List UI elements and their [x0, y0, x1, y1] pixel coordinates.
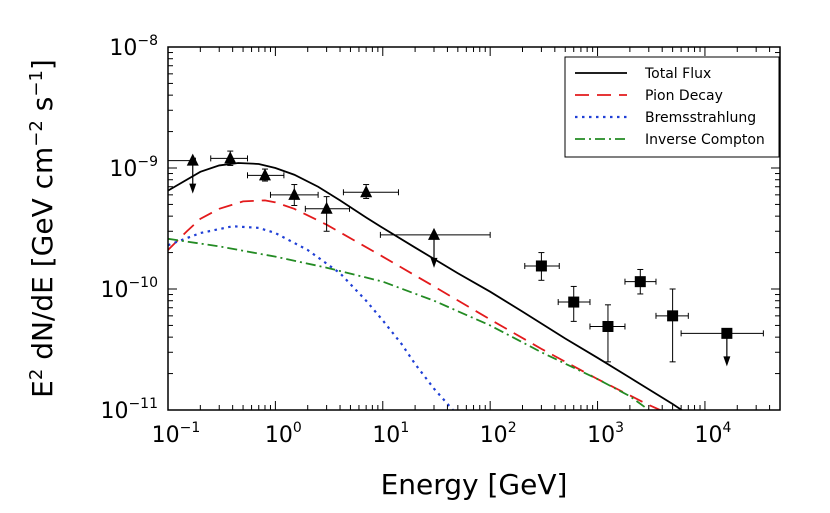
- x-tick-label: 10−1: [152, 420, 201, 448]
- fermi-point-1: [210, 150, 249, 166]
- y-tick-label: 10−8: [109, 33, 158, 61]
- triangle-marker: [258, 168, 271, 181]
- upper-limit-arrowhead: [430, 257, 438, 268]
- series-line-inverse-compton: [168, 237, 650, 410]
- fermi-point-0: [168, 153, 199, 194]
- labels-layer: 10−1 100 101 102 103 104 10−11 10−10 10−9 10−8: [100, 33, 731, 448]
- square-marker: [602, 320, 614, 332]
- upper-limit-arrowhead: [723, 356, 731, 367]
- fermi-point-3: [269, 184, 319, 206]
- points-layer: [168, 150, 764, 367]
- triangle-marker: [428, 227, 441, 240]
- y-tick-label: 10−11: [100, 396, 158, 424]
- tev-point-0: [524, 252, 560, 281]
- tev-point-4: [655, 288, 689, 363]
- triangle-marker: [288, 187, 301, 200]
- series-line-total-flux: [168, 162, 684, 410]
- x-tick-label: 103: [587, 420, 624, 448]
- triangle-marker: [320, 201, 333, 214]
- square-marker: [634, 276, 646, 288]
- triangle-marker: [224, 151, 237, 164]
- x-tick-label: 104: [694, 420, 731, 448]
- square-marker: [535, 260, 547, 272]
- square-marker: [721, 327, 733, 339]
- upper-limit-arrowhead: [189, 183, 197, 194]
- tev-point-2: [589, 304, 626, 363]
- y-tick-label: 10−9: [109, 154, 158, 182]
- square-marker: [667, 310, 679, 322]
- y-axis-title: E2 dN/dE [GeV cm−2 s−1]: [26, 59, 59, 398]
- series-line-pion-decay: [168, 199, 663, 410]
- legend-label-bremsstrahlung: Bremsstrahlung: [645, 110, 756, 126]
- fermi-point-5: [342, 184, 399, 199]
- legend-label-total-flux: Total Flux: [644, 66, 711, 82]
- series-line-bremsstrahlung: [168, 225, 454, 410]
- triangle-marker: [186, 153, 199, 166]
- fermi-point-4: [304, 196, 351, 232]
- fermi-point-2: [247, 168, 285, 182]
- x-axis-title: Energy [GeV]: [381, 468, 568, 501]
- tev-point-1: [557, 285, 591, 322]
- triangle-marker: [360, 185, 373, 198]
- x-tick-label: 100: [265, 420, 302, 448]
- y-tick-label: 10−10: [100, 275, 158, 303]
- x-tick-label: 102: [480, 420, 517, 448]
- legend: Total Flux Pion Decay Bremsstrahlung Inv…: [564, 56, 780, 158]
- square-marker: [568, 296, 580, 308]
- tev-point-5: [680, 327, 764, 367]
- curves-layer: [168, 162, 684, 410]
- x-tick-label: 101: [372, 420, 409, 448]
- tev-point-3: [624, 268, 657, 295]
- legend-label-inverse-compton: Inverse Compton: [645, 132, 765, 148]
- fermi-point-6: [379, 227, 491, 268]
- legend-label-pion-decay: Pion Decay: [645, 88, 723, 104]
